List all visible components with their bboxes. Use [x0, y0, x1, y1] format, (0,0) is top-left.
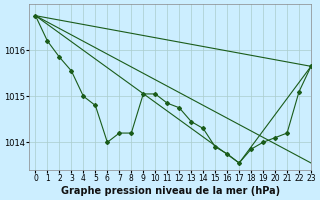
X-axis label: Graphe pression niveau de la mer (hPa): Graphe pression niveau de la mer (hPa)	[61, 186, 280, 196]
